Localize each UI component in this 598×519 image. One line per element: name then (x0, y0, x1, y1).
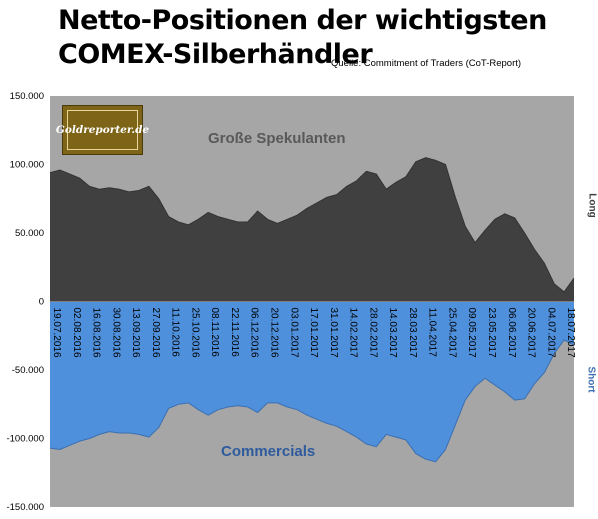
x-tick-label: 14.02.2017 (348, 308, 359, 358)
x-tick-label: 06.12.2016 (249, 308, 260, 358)
line-grosse-spekulanten (49, 157, 575, 293)
x-tick-label: 06.06.2017 (506, 308, 517, 358)
x-tick-label: 16.08.2016 (91, 308, 102, 358)
x-tick-label: 13.09.2016 (130, 308, 141, 358)
x-tick-label: 18.07.2017 (565, 308, 576, 358)
x-tick-label: 04.07.2017 (545, 308, 556, 358)
x-tick-label: 25.10.2016 (189, 308, 200, 358)
side-label-short: Short (585, 366, 597, 393)
y-axis-ticks: 150.000 100.000 50.000 0 -50.000 -100.000 -150… (6, 91, 44, 513)
y-tick-label: -50.000 (12, 365, 44, 376)
chart-title-line-1: Netto-Positionen der wichtigsten (58, 5, 547, 36)
line-commercials (49, 339, 575, 463)
x-tick-label: 09.05.2017 (466, 308, 477, 358)
x-tick-label: 08.11.2016 (209, 308, 220, 358)
x-tick-label: 11.10.2016 (170, 308, 181, 358)
source-note: Quelle: Commitment of Traders (CoT-Repor… (331, 58, 522, 69)
goldreporter-logo: Goldreporter.de (56, 105, 149, 155)
x-tick-label: 19.07.2016 (51, 308, 62, 358)
x-tick-label: 17.01.2017 (308, 308, 319, 358)
y-tick-label: 0 (39, 297, 44, 308)
x-tick-label: 02.08.2016 (71, 308, 82, 358)
y-tick-label: 50.000 (15, 228, 44, 239)
x-tick-label: 27.09.2016 (150, 308, 161, 358)
label-commercials: Commercials (221, 443, 316, 460)
x-axis-tick-labels: 19.07.2016 02.08.2016 16.08.2016 30.08.2016… (51, 308, 576, 358)
logo-text: Goldreporter.de (55, 124, 150, 136)
chart-title-line-2: COMEX-Silberhändler (58, 39, 373, 70)
x-tick-label: 23.05.2017 (486, 308, 497, 358)
x-tick-label: 31.01.2017 (328, 308, 339, 358)
x-tick-label: 30.08.2016 (110, 308, 121, 358)
area-grosse-spekulanten (50, 157, 574, 302)
y-tick-label: -100.000 (6, 434, 44, 445)
y-tick-label: 150.000 (10, 91, 44, 102)
x-tick-label: 25.04.2017 (447, 308, 458, 358)
x-tick-label: 14.03.2017 (387, 308, 398, 358)
logo-frame: Goldreporter.de (56, 110, 149, 150)
x-tick-label: 11.04.2017 (427, 308, 438, 358)
x-tick-label: 22.11.2016 (229, 308, 240, 358)
x-tick-label: 20.12.2016 (269, 308, 280, 358)
x-tick-label: 28.03.2017 (407, 308, 418, 358)
y-tick-label: -150.000 (6, 502, 44, 513)
x-tick-label: 03.01.2017 (288, 308, 299, 358)
area-commercials (50, 301, 574, 462)
y-tick-label: 100.000 (10, 160, 44, 171)
x-tick-label: 20.06.2017 (526, 308, 537, 358)
side-label-long: Long (586, 193, 598, 218)
label-grosse-spekulanten: Große Spekulanten (208, 130, 346, 147)
x-tick-label: 28.02.2017 (367, 308, 378, 358)
